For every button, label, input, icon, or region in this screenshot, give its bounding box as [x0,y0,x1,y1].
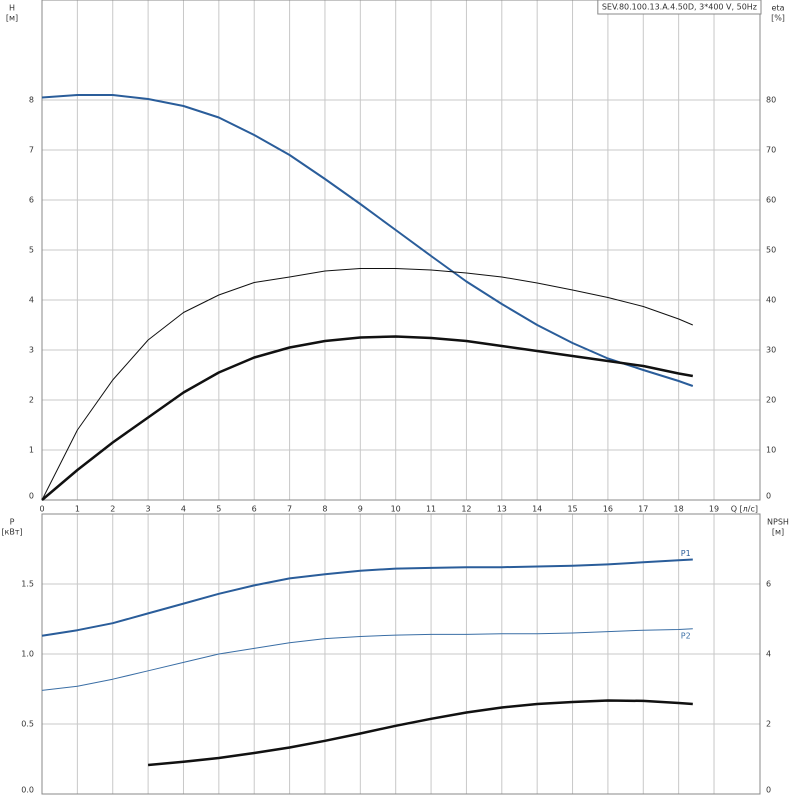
curve-label: P2 [681,631,691,640]
curve [41,628,693,691]
x-tick-label: 11 [426,505,436,514]
x-tick-label: 2 [110,505,115,514]
y-tick-label: 1.0 [21,650,34,659]
y2-tick-label: 6 [766,580,771,589]
x-axis-label: Q [л/с] [731,505,758,514]
x-tick-label: 16 [603,505,613,514]
y-axis-unit: [м] [6,14,18,23]
y2-tick-label: 10 [766,446,776,455]
y2-tick-label: 50 [766,246,776,255]
x-tick-label: 17 [638,505,648,514]
x-tick-label: 15 [567,505,577,514]
title-box [597,0,762,15]
y2-axis-unit: [%] [771,14,785,23]
y-tick-label: 1 [29,446,34,455]
y-tick-label: 2 [29,396,34,405]
y-tick-label: 7 [29,146,34,155]
y2-tick-label: 70 [766,146,776,155]
x-tick-label: 19 [709,505,719,514]
curve-label: P1 [681,549,691,558]
y2-tick-label: 4 [766,650,771,659]
plot-frame [41,513,761,795]
curve [41,335,694,501]
x-tick-label: 5 [216,505,221,514]
y-tick-label: 5 [29,246,34,255]
y2-axis-label: eta [772,4,785,13]
y2-tick-label: 0 [766,492,771,501]
y2-tick-label: 60 [766,196,776,205]
y-tick-label: 3 [29,346,34,355]
x-tick-label: 6 [252,505,257,514]
y-tick-label: 4 [29,296,34,305]
y-tick-label: 8 [29,96,34,105]
y-tick-label: 0.0 [21,786,34,795]
y2-tick-label: 2 [766,720,771,729]
x-tick-label: 0 [39,505,44,514]
curve [147,699,693,767]
y2-axis-unit: [м] [772,528,784,537]
y2-axis-label: NPSH [767,518,789,527]
x-tick-label: 8 [322,505,327,514]
y2-tick-label: 40 [766,296,776,305]
curve [41,268,693,501]
x-tick-label: 13 [497,505,507,514]
y2-tick-label: 30 [766,346,776,355]
y2-tick-label: 0 [766,786,771,795]
y-axis-unit: [кВт] [1,528,22,537]
curve [41,558,693,637]
y-tick-label: 0.5 [21,720,34,729]
chart-title: SEV.80.100.13.A.4.50D, 3*400 V, 50Hz [602,3,757,12]
x-tick-label: 12 [461,505,471,514]
x-tick-label: 7 [287,505,292,514]
x-tick-label: 18 [674,505,684,514]
curve [41,94,694,387]
plot-frame [41,0,761,501]
y-axis-label: H [9,4,15,13]
y-tick-label: 1.5 [21,580,34,589]
x-tick-label: 1 [75,505,80,514]
x-tick-label: 3 [146,505,151,514]
x-tick-label: 9 [358,505,363,514]
y2-tick-label: 20 [766,396,776,405]
y-axis-label: P [10,518,15,527]
x-tick-label: 14 [532,505,542,514]
x-tick-label: 10 [391,505,401,514]
y-tick-label: 6 [29,196,34,205]
x-tick-label: 4 [181,505,186,514]
y2-tick-label: 80 [766,96,776,105]
y-tick-label: 0 [29,492,34,501]
